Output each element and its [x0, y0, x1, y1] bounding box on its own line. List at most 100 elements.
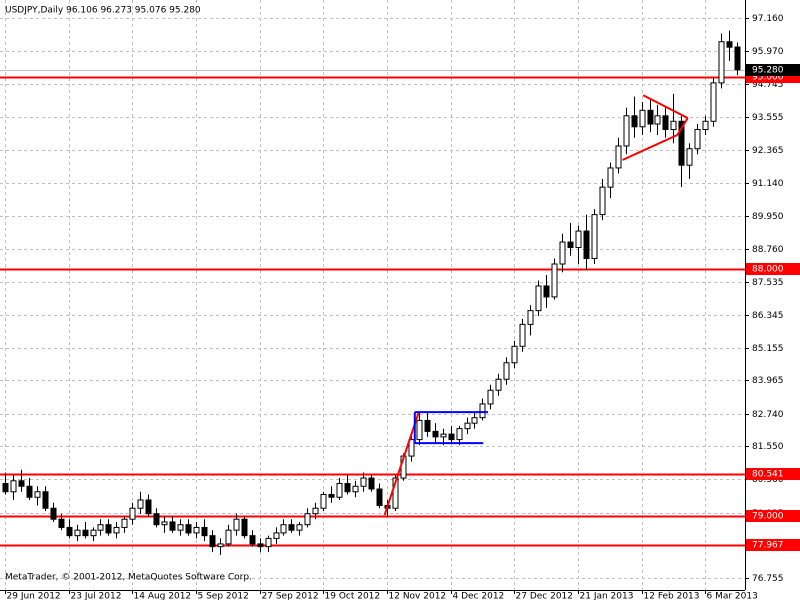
- candle-body: [575, 230, 582, 249]
- candle-body: [471, 417, 478, 424]
- y-tick-label: 93.555: [752, 113, 784, 123]
- candle-body: [288, 524, 295, 531]
- candle-body: [599, 186, 606, 216]
- level-label-box: [746, 468, 800, 480]
- candle-body: [201, 526, 208, 537]
- x-tick-label: 27 Dec 2012: [516, 592, 574, 600]
- candle-body: [519, 323, 526, 347]
- candle-body: [169, 521, 176, 531]
- candle-body: [352, 485, 359, 493]
- candle-body: [376, 488, 383, 506]
- candle-body: [710, 82, 717, 122]
- x-tick-label: 5 Sep 2012: [198, 592, 249, 600]
- y-tick-label: 87.535: [752, 278, 784, 288]
- candle-body: [734, 46, 741, 71]
- candle-body: [432, 430, 439, 438]
- level-label: 88.000: [752, 265, 784, 275]
- level-label: 80.541: [752, 470, 784, 480]
- candle-body: [137, 499, 144, 509]
- level-label-box: [746, 539, 800, 551]
- candle-body: [161, 521, 168, 526]
- x-tick-label: 12 Feb 2013: [644, 592, 700, 600]
- candle-body: [10, 480, 17, 493]
- x-tick-label: 21 Jan 2013: [580, 592, 634, 600]
- candle-body: [193, 526, 200, 534]
- candle-body: [479, 403, 486, 419]
- level-label: 77.967: [752, 541, 784, 551]
- candle-body: [265, 537, 272, 548]
- candle-body: [241, 518, 248, 537]
- trendline: [622, 134, 678, 161]
- candle-body: [416, 419, 423, 441]
- y-tick-label: 88.760: [752, 245, 784, 255]
- candle-body: [90, 529, 97, 537]
- candle-body: [718, 41, 725, 84]
- candle-body: [50, 507, 57, 520]
- candle-body: [487, 389, 494, 405]
- candle-body: [464, 422, 471, 430]
- candle-body: [312, 507, 319, 515]
- candle-body: [58, 518, 65, 528]
- level-label: 79.000: [752, 512, 784, 522]
- level-label-box: [746, 510, 800, 522]
- y-tick-label: 82.740: [752, 410, 784, 420]
- candle-body: [105, 524, 112, 534]
- candle-body: [511, 345, 518, 364]
- candle-body: [631, 115, 638, 128]
- candle-body: [336, 483, 343, 498]
- trendline: [676, 117, 689, 136]
- candle-body: [503, 362, 510, 380]
- y-tick-label: 86.345: [752, 311, 784, 321]
- x-tick-label: 4 Dec 2012: [453, 592, 505, 600]
- candle-body: [694, 129, 701, 150]
- x-tick-label: 19 Oct 2012: [325, 592, 381, 600]
- candle-body: [456, 428, 463, 441]
- candle-body: [686, 148, 693, 166]
- x-tick-label: 29 Jun 2012: [7, 592, 61, 600]
- current-price-box: [746, 64, 800, 76]
- candle-body: [678, 120, 685, 166]
- candle-body: [551, 263, 558, 298]
- candle-body: [74, 529, 81, 537]
- y-tick-label: 89.950: [752, 212, 784, 222]
- x-tick-label: 27 Sep 2012: [262, 592, 319, 600]
- candle-body: [113, 526, 120, 534]
- candle-body: [82, 529, 89, 537]
- candle-body: [225, 529, 232, 545]
- y-tick-label: 81.550: [752, 442, 784, 452]
- candle-body: [495, 378, 502, 391]
- candle-body: [543, 285, 550, 298]
- chart-title: USDJPY,Daily 96.106 96.273 95.076 95.280: [5, 6, 201, 16]
- candle-body: [527, 310, 534, 325]
- candle-body: [233, 518, 240, 531]
- candle-body: [185, 524, 192, 534]
- candle-body: [296, 524, 303, 531]
- candle-body: [408, 439, 415, 457]
- candle-body: [145, 499, 152, 515]
- y-tick-label: 76.755: [752, 574, 784, 584]
- candle-body: [607, 167, 614, 188]
- level-label-box: [746, 263, 800, 275]
- candle-body: [121, 518, 128, 528]
- x-tick-label: 6 Mar 2013: [707, 592, 758, 600]
- candle-body: [726, 41, 733, 48]
- candle-body: [647, 109, 654, 125]
- candle-body: [177, 524, 184, 531]
- candle-body: [217, 543, 224, 548]
- candle-body: [654, 115, 661, 125]
- level-label: 95.000: [752, 73, 784, 83]
- x-tick-label: 23 Jul 2012: [71, 592, 122, 600]
- candle-body: [129, 507, 136, 520]
- candle-body: [392, 477, 399, 509]
- y-tick-label: 83.965: [752, 376, 784, 386]
- candle-body: [368, 477, 375, 490]
- candle-body: [153, 513, 160, 526]
- y-tick-label: 92.365: [752, 146, 784, 156]
- current-price-label: 95.280: [752, 66, 784, 76]
- candle-body: [583, 230, 590, 260]
- candle-body: [344, 483, 351, 493]
- y-tick-label: 91.140: [752, 179, 784, 189]
- y-tick-label: 85.155: [752, 344, 784, 354]
